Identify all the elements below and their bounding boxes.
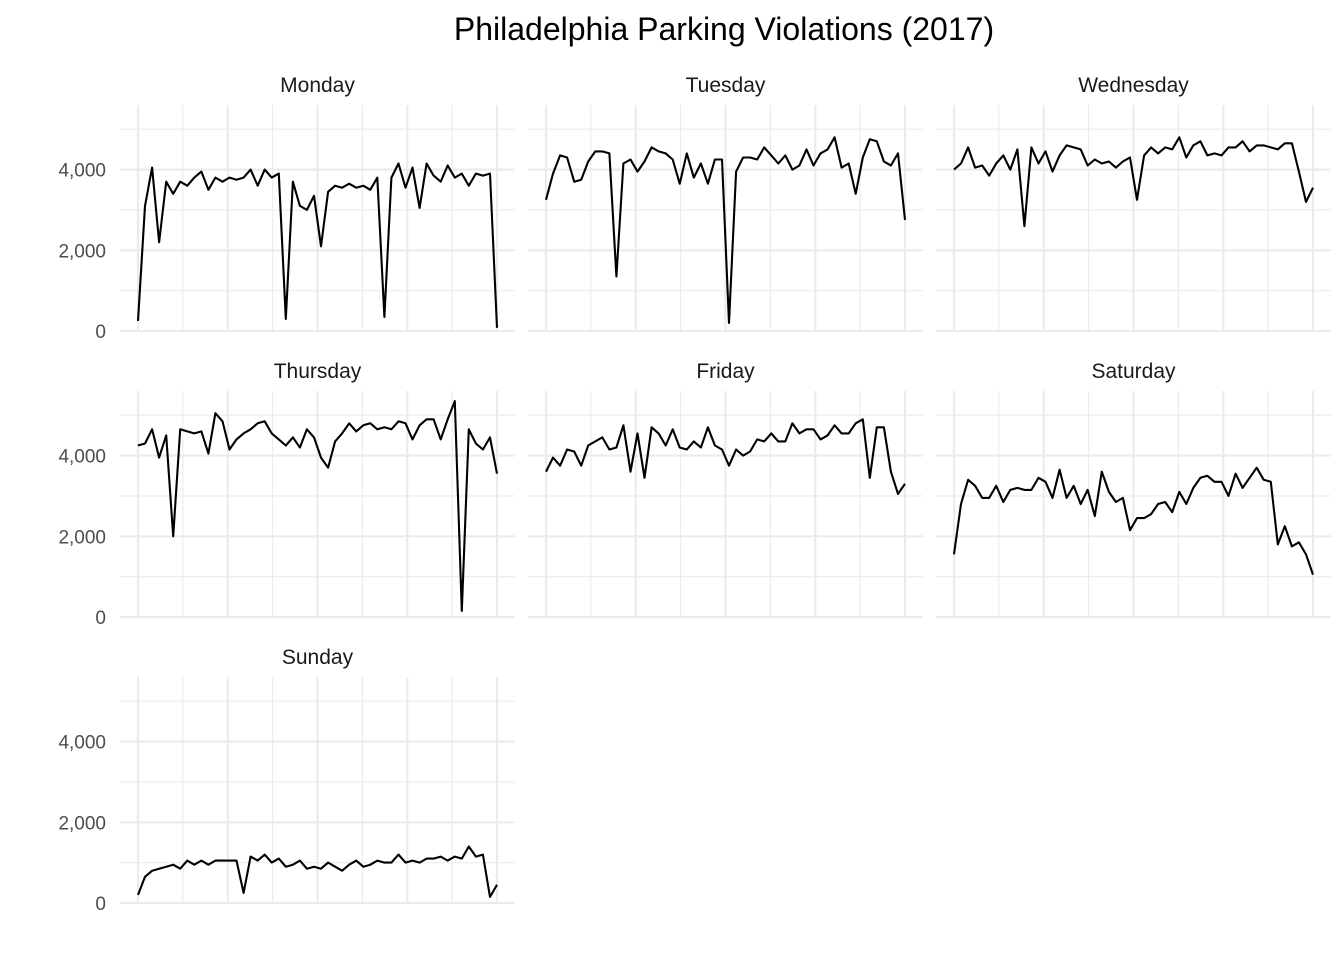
series-line-friday bbox=[545, 418, 906, 495]
y-tick-label: 2,000 bbox=[58, 527, 106, 548]
series-line-tuesday bbox=[544, 136, 907, 324]
y-tick-label: 0 bbox=[95, 894, 106, 915]
facet-label: Tuesday bbox=[686, 74, 766, 97]
series-line-sunday bbox=[137, 845, 498, 898]
series-line-saturday bbox=[952, 466, 1314, 575]
y-tick-label: 0 bbox=[95, 608, 106, 629]
facet-label: Friday bbox=[696, 360, 755, 383]
facet-label: Monday bbox=[280, 74, 355, 97]
facet-panels: Monday 0 2,000 4,000 Tuesday Wednesday Thursda… bbox=[58, 74, 1331, 915]
facet-label: Wednesday bbox=[1078, 74, 1189, 97]
y-tick-label: 0 bbox=[95, 322, 106, 343]
y-tick-label: 4,000 bbox=[58, 447, 106, 468]
series-line-monday bbox=[136, 162, 499, 328]
facet-label: Sunday bbox=[282, 646, 354, 669]
facet-label: Thursday bbox=[274, 360, 362, 383]
series-line-wednesday bbox=[953, 136, 1314, 228]
facet-panel-tuesday: Tuesday bbox=[528, 74, 923, 333]
facet-panel-thursday: Thursday 0 2,000 4,000 bbox=[58, 360, 515, 629]
facet-panel-monday: Monday 0 2,000 4,000 bbox=[58, 74, 515, 343]
facet-panel-wednesday: Wednesday bbox=[936, 74, 1331, 333]
facet-panel-friday: Friday bbox=[528, 360, 923, 619]
y-tick-label: 2,000 bbox=[58, 241, 106, 262]
facet-panel-saturday: Saturday bbox=[936, 360, 1331, 619]
y-tick-label: 2,000 bbox=[58, 813, 106, 834]
series-line-thursday bbox=[137, 400, 499, 612]
facet-panel-sunday: Sunday 0 2,000 4,000 bbox=[58, 646, 515, 915]
y-tick-label: 4,000 bbox=[58, 733, 106, 754]
y-tick-label: 4,000 bbox=[58, 161, 106, 182]
facet-label: Saturday bbox=[1091, 360, 1176, 383]
chart-title: Philadelphia Parking Violations (2017) bbox=[454, 11, 994, 47]
